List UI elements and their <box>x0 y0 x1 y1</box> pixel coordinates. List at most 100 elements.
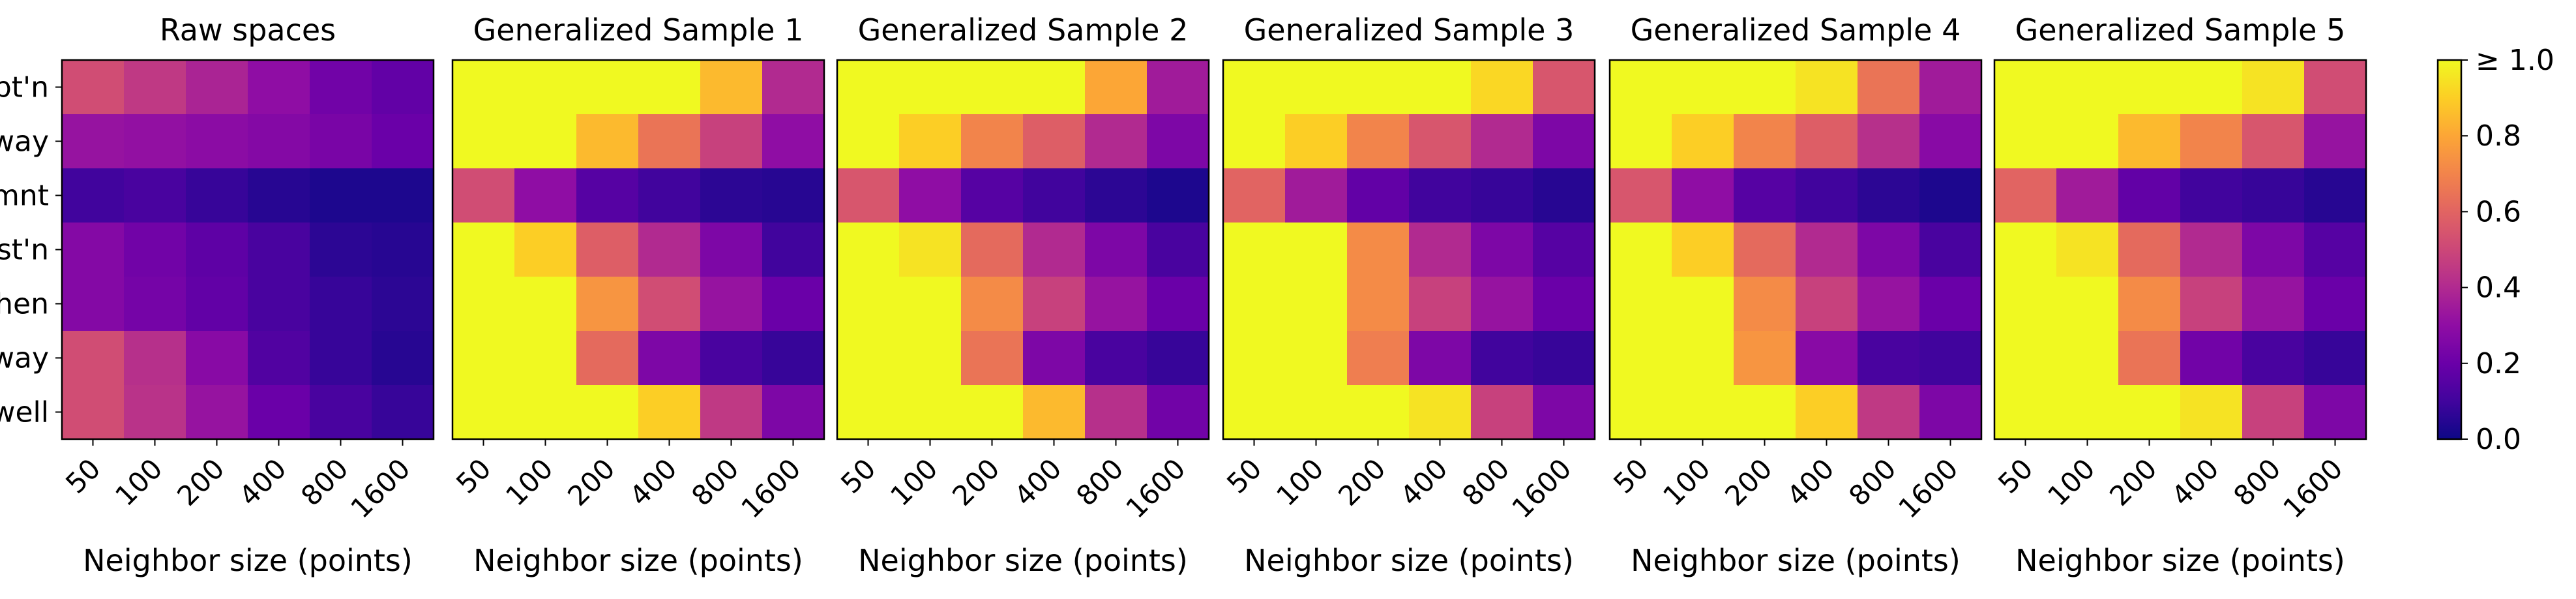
heatmap-cell <box>1347 114 1410 169</box>
x-tick-label: 400 <box>1008 452 1067 512</box>
colorbar-tick-label: 0.4 <box>2476 271 2521 305</box>
heatmap-cell <box>1023 114 1086 169</box>
x-tick-label: 50 <box>1992 452 2039 499</box>
heatmap-cell <box>452 168 515 223</box>
heatmap-cell <box>1919 60 1982 115</box>
x-tick-label: 200 <box>171 452 230 512</box>
heatmap-cell <box>1023 277 1086 331</box>
heatmap-cell <box>1610 385 1672 440</box>
heatmap-cell <box>1858 223 1920 277</box>
heatmap-cell <box>961 277 1024 331</box>
heatmap-cell <box>700 114 763 169</box>
heatmap-cell <box>837 331 900 386</box>
heatmap-cell <box>837 114 900 169</box>
heatmap-cell <box>2304 223 2367 277</box>
heatmap-cell <box>638 168 701 223</box>
heatmap-cell <box>2118 114 2181 169</box>
x-tick-label: 100 <box>884 452 943 512</box>
heatmap-cell <box>1734 331 1796 386</box>
heatmap-cell <box>1672 168 1734 223</box>
heatmap-cell <box>372 277 434 331</box>
heatmap-cell <box>1085 223 1147 277</box>
heatmap-cell <box>576 385 639 440</box>
heatmap-cell <box>2118 168 2181 223</box>
heatmap-cell <box>1734 223 1796 277</box>
heatmap-cell <box>372 223 434 277</box>
heatmap-cell <box>1919 385 1982 440</box>
x-axis-label: Neighbor size (points) <box>858 543 1188 578</box>
heatmap-cell <box>1409 60 1472 115</box>
heatmap-cell <box>576 223 639 277</box>
x-tick-label: 100 <box>2041 452 2101 512</box>
heatmap-cell <box>1223 277 1286 331</box>
heatmap-cell <box>700 331 763 386</box>
heatmap-cell <box>514 168 577 223</box>
panel-title: Generalized Sample 4 <box>1631 12 1961 48</box>
heatmap-cell <box>248 114 310 169</box>
heatmap-cell <box>1919 114 1982 169</box>
x-tick-label: 1600 <box>1119 452 1191 524</box>
heatmap-cell <box>762 277 825 331</box>
heatmap-cell <box>62 168 125 223</box>
heatmap-cell <box>1223 168 1286 223</box>
heatmap-cell <box>1610 223 1672 277</box>
x-tick-label: 100 <box>109 452 168 512</box>
panel-frame <box>1608 59 1983 440</box>
heatmap-cell <box>700 168 763 223</box>
colorbar-frame <box>2436 59 2463 440</box>
heatmap-cell <box>1610 60 1672 115</box>
x-tick-label: 1600 <box>344 452 416 524</box>
heatmap-cell <box>961 60 1024 115</box>
x-tick-label: 50 <box>59 452 106 499</box>
heatmap-cell <box>700 277 763 331</box>
heatmap-cell <box>2304 168 2367 223</box>
heatmap-cell <box>899 60 962 115</box>
heatmap-cell <box>2056 114 2119 169</box>
y-tick-label: Drvway <box>0 125 49 159</box>
heatmap-cell <box>576 168 639 223</box>
heatmap-cell <box>514 277 577 331</box>
heatmap-cell <box>1147 60 1209 115</box>
heatmap-cell <box>899 168 962 223</box>
y-tick-label: Kitchen <box>0 288 49 321</box>
heatmap-cell <box>837 277 900 331</box>
heatmap-cell <box>1147 385 1209 440</box>
heatmap-cell <box>1285 223 1348 277</box>
heatmap-cell <box>2180 114 2243 169</box>
heatmap-cell <box>1085 60 1147 115</box>
heatmap-cell <box>1533 223 1595 277</box>
heatmap-cell <box>1023 385 1086 440</box>
heatmap-cell <box>1471 277 1533 331</box>
heatmap-cell <box>310 114 372 169</box>
heatmap-cell <box>372 168 434 223</box>
heatmap-cell <box>762 331 825 386</box>
heatmap-cell <box>762 114 825 169</box>
heatmap-cell <box>1285 331 1348 386</box>
x-tick-label: 50 <box>1221 452 1267 499</box>
heatmap-cell <box>837 223 900 277</box>
heatmap-cell <box>1347 277 1410 331</box>
heatmap-cell <box>1147 331 1209 386</box>
heatmap-cell <box>1023 60 1086 115</box>
panel-title: Generalized Sample 2 <box>858 12 1189 48</box>
heatmap-cell <box>452 277 515 331</box>
heatmap-cell <box>1734 60 1796 115</box>
colorbar: 0.0 0.2 0.4 0.6 0.8 ≥ 1.0 <box>2436 44 2554 456</box>
heatmap-cell <box>310 60 372 115</box>
y-tick-label: Strwell <box>0 396 49 429</box>
heatmap-cell <box>372 331 434 386</box>
heatmap-cell <box>1533 331 1595 386</box>
colorbar-tick-label: 0.0 <box>2476 423 2521 456</box>
heatmap-cell <box>961 223 1024 277</box>
heatmap-cell <box>186 385 248 440</box>
heatmap-cell <box>1533 385 1595 440</box>
x-tick-label: 100 <box>1270 452 1329 512</box>
heatmap-cell <box>837 385 900 440</box>
heatmap-cell <box>576 331 639 386</box>
heatmap-cell <box>186 168 248 223</box>
heatmap-cell <box>186 223 248 277</box>
heatmap-cell <box>62 331 125 386</box>
heatmap-cell <box>1994 277 2057 331</box>
y-tick-label: Hallway <box>0 342 49 375</box>
